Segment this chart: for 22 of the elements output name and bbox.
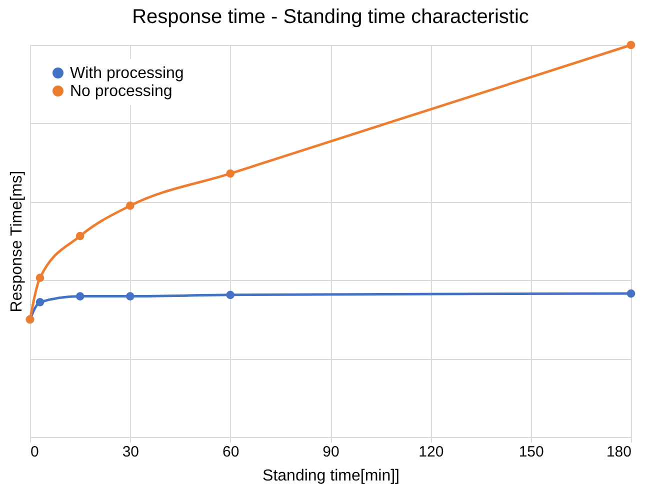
- y-axis-title: Response Time[ms]: [8, 170, 26, 312]
- x-tick-label: 0: [30, 444, 39, 460]
- x-tick-label: 60: [222, 444, 240, 460]
- chart-title: Response time - Standing time characteristic: [132, 6, 529, 28]
- x-tick-label: 30: [122, 444, 140, 460]
- point: [76, 232, 84, 240]
- x-tick-label: 150: [518, 444, 544, 460]
- point: [126, 202, 134, 210]
- legend-label: With processing: [70, 65, 184, 82]
- point: [226, 169, 235, 178]
- x-axis-title: Standing time[min]]: [262, 468, 400, 484]
- x-tick-label: 120: [418, 444, 444, 460]
- point: [626, 289, 636, 298]
- legend-label: No processing: [70, 83, 172, 100]
- point: [36, 274, 44, 282]
- point: [226, 290, 235, 300]
- point: [36, 298, 44, 306]
- point: [126, 292, 134, 300]
- point: [76, 292, 84, 300]
- x-tick-label: 180: [606, 444, 632, 460]
- x-tick-label: 90: [322, 444, 340, 460]
- point: [626, 40, 636, 50]
